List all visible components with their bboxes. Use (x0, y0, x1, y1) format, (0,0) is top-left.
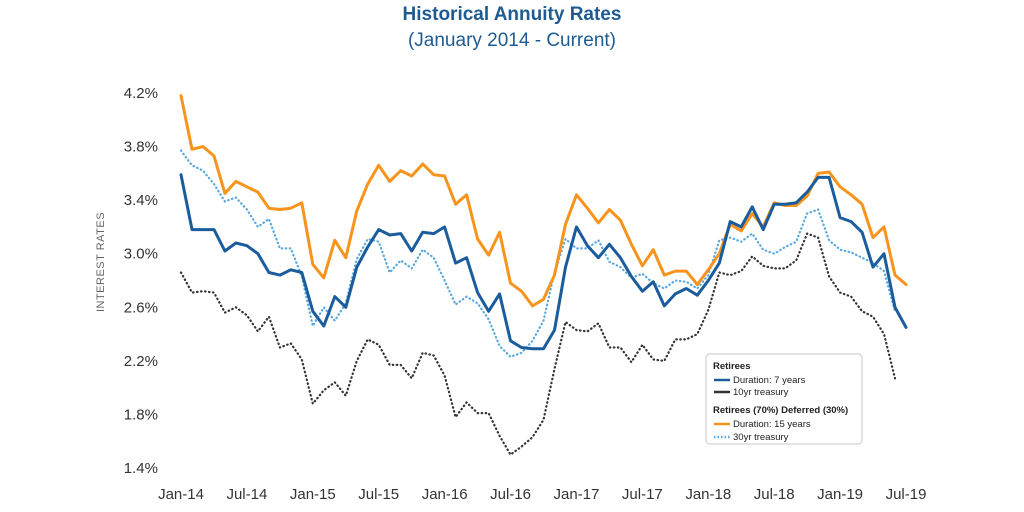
y-axis-label: INTEREST RATES (95, 212, 107, 312)
legend: Retirees Duration: 7 years 10yr treasury… (705, 353, 863, 445)
y-tick-label: 1.8% (124, 406, 158, 423)
y-tick-label: 3.4% (124, 192, 158, 209)
legend-group-title: Retirees (70%) Deferred (30%) (713, 405, 848, 416)
x-tick-label: Jan-19 (817, 486, 863, 503)
y-tick-label: 3.8% (124, 139, 158, 156)
x-tick-label: Jan-15 (290, 486, 336, 503)
legend-label: 10yr treasury (733, 387, 789, 398)
x-tick-label: Jan-17 (554, 486, 600, 503)
y-tick-label: 1.4% (124, 460, 158, 477)
x-tick-label: Jul-16 (490, 486, 531, 503)
x-tick-label: Jan-18 (685, 486, 731, 503)
series-line-10yr-treasury (179, 232, 897, 456)
x-tick-label: Jul-17 (622, 486, 663, 503)
x-tick-label: Jul-18 (754, 486, 795, 503)
legend-label: 30yr treasury (733, 432, 789, 443)
y-tick-label: 2.2% (124, 353, 158, 370)
legend-group-title: Retirees (713, 361, 751, 372)
y-axis: 4.2% 3.8% 3.4% 3.0% 2.6% 2.2% 1.8% 1.4% (124, 85, 158, 477)
y-tick-label: 4.2% (124, 85, 158, 102)
x-tick-label: Jul-15 (358, 486, 399, 503)
x-axis: Jan-14 Jul-14 Jan-15 Jul-15 Jan-16 Jul-16 Jan-… (158, 486, 926, 503)
x-tick-label: Jan-16 (422, 486, 468, 503)
legend-label: Duration: 7 years (733, 375, 806, 386)
chart-subtitle: (January 2014 - Current) (407, 30, 617, 51)
y-tick-label: 3.0% (124, 246, 158, 263)
x-tick-label: Jan-14 (158, 486, 204, 503)
legend-label: Duration: 15 years (733, 419, 811, 430)
legend-box (705, 353, 863, 445)
x-tick-label: Jul-14 (226, 486, 267, 503)
series-line-30yr-treasury (179, 149, 897, 358)
y-tick-label: 2.6% (124, 299, 158, 316)
series-group (179, 94, 908, 456)
x-tick-label: Jul-19 (886, 486, 927, 503)
chart-title: Historical Annuity Rates (402, 4, 622, 25)
series-line-duration-7-years (179, 173, 908, 351)
